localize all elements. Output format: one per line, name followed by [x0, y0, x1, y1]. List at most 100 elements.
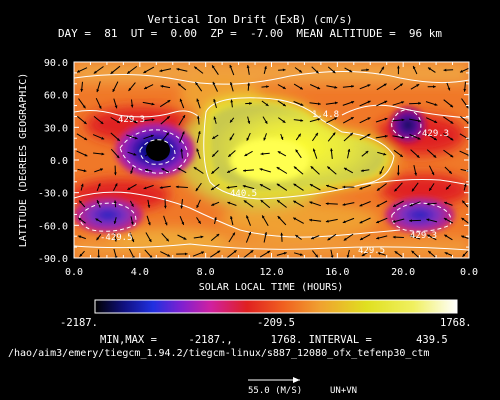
wind-vector-head: [413, 66, 416, 69]
wind-vector-head: [351, 85, 354, 88]
contour-label: 429.3: [118, 115, 145, 125]
wind-vector-head: [450, 120, 454, 124]
wind-vector-head: [300, 103, 304, 106]
wind-vector-head: [196, 148, 200, 152]
wind-vector-head: [266, 85, 269, 89]
wind-vector-head: [312, 148, 316, 152]
wind-vector-head: [463, 88, 467, 92]
wind-vector-head: [332, 70, 336, 74]
wind-vector-head: [365, 151, 369, 154]
wind-vector-head: [182, 115, 185, 119]
wind-vector-head: [84, 153, 88, 157]
wind-vector-head: [360, 169, 364, 172]
wind-vector-head: [450, 104, 453, 108]
wind-vector-head: [349, 132, 353, 136]
wind-vector-head: [298, 133, 301, 137]
wind-vector-head: [330, 255, 334, 258]
wind-vector-head: [95, 218, 99, 222]
wind-vector-head: [450, 154, 454, 158]
wind-vector-head: [394, 251, 398, 254]
wind-vector-head: [461, 217, 465, 221]
wind-vector-head: [401, 136, 405, 139]
wind-vector-head: [244, 153, 248, 156]
wind-vector-head: [349, 69, 353, 73]
wind-vector-head: [418, 119, 421, 123]
wind-vector-head: [114, 172, 117, 176]
wind-vector-head: [332, 132, 336, 136]
wind-vector-head: [114, 238, 117, 242]
wind-vector-head: [282, 86, 286, 89]
wind-vector-head: [443, 218, 447, 221]
wind-vector-head: [293, 200, 297, 204]
x-axis-label: SOLAR LOCAL TIME (HOURS): [199, 282, 344, 293]
wind-vector-head: [462, 253, 466, 257]
wind-vector-head: [367, 117, 371, 120]
contour-label: -429.5: [100, 233, 133, 243]
wind-vector-head: [147, 222, 151, 226]
wind-vector-head: [264, 66, 267, 69]
wind-vector-head: [227, 170, 231, 173]
wind-vector-head: [276, 183, 280, 187]
wind-vector-head: [264, 120, 268, 124]
wind-vector-head: [145, 168, 148, 172]
colorbar-max-label: 1768.: [440, 317, 472, 329]
y-tick-label: -60.0: [38, 221, 68, 232]
wind-vector-head: [359, 220, 363, 224]
wind-vector-head: [150, 134, 154, 138]
wind-vector-head: [310, 166, 314, 170]
wind-vector-head: [230, 119, 233, 123]
wind-vector-head: [280, 232, 284, 236]
wind-vector-head: [376, 220, 380, 224]
wind-vector-head: [161, 168, 165, 171]
wind-vector-head: [243, 200, 247, 204]
wind-vector-head: [293, 183, 297, 187]
wind-vector-head: [114, 105, 118, 109]
wind-vector-head: [230, 216, 233, 219]
wind-vector-head: [167, 100, 171, 103]
contour-line-negative: [119, 129, 189, 174]
wind-vector-head: [143, 70, 147, 73]
wind-vector-head: [78, 217, 82, 221]
wind-vector-head: [246, 215, 249, 219]
colorbar-mid-label: -209.5: [257, 317, 295, 329]
wind-vector-head: [78, 235, 82, 239]
wind-vector-head: [197, 131, 201, 134]
wind-vector-head: [462, 200, 465, 204]
wind-vector-head: [427, 234, 431, 238]
wind-vector-head: [227, 201, 231, 205]
wind-vector-head: [327, 166, 331, 170]
wind-vector-head: [367, 100, 371, 104]
wind-vector-head: [317, 86, 321, 90]
wind-vector-head: [180, 205, 184, 209]
wind-vector-head: [300, 119, 304, 122]
wind-vector-head: [428, 67, 431, 71]
minmax-interval-text: MIN,MAX = -2187., 1768. INTERVAL = 439.5: [100, 334, 448, 346]
wind-vector-head: [96, 89, 100, 93]
wind-vector-head: [276, 167, 280, 170]
contour-label: 1.4.8: [312, 110, 339, 120]
wind-vector-head: [431, 172, 435, 176]
wind-vector-head: [344, 167, 347, 171]
wind-vector-head: [133, 152, 137, 156]
wind-vector-head: [326, 184, 329, 188]
wind-vector-head: [97, 183, 101, 187]
wind-vector-head: [163, 205, 167, 209]
wind-vector-head: [428, 251, 432, 254]
wind-vector-head: [444, 234, 448, 238]
wind-vector-head: [112, 88, 116, 92]
wind-vector-head: [309, 201, 313, 205]
wind-vector-head: [293, 217, 297, 221]
y-tick-label: 90.0: [44, 58, 68, 69]
wind-vector-head: [282, 68, 286, 72]
wind-vector-head: [93, 70, 97, 74]
wind-vector-head: [229, 137, 233, 141]
contour-line-negative: [391, 202, 452, 232]
wind-vector-head: [377, 252, 381, 255]
wind-vector-head: [282, 120, 286, 123]
wind-vector-head: [342, 203, 346, 206]
wind-vector-head: [466, 121, 469, 124]
wind-vector-head: [259, 168, 263, 171]
x-tick-labels: 0.0 4.0 8.0 12.0 16.0 20.0 0.0: [65, 267, 478, 278]
wind-vector-head: [277, 151, 281, 154]
contour-label: 440.5: [230, 189, 257, 199]
